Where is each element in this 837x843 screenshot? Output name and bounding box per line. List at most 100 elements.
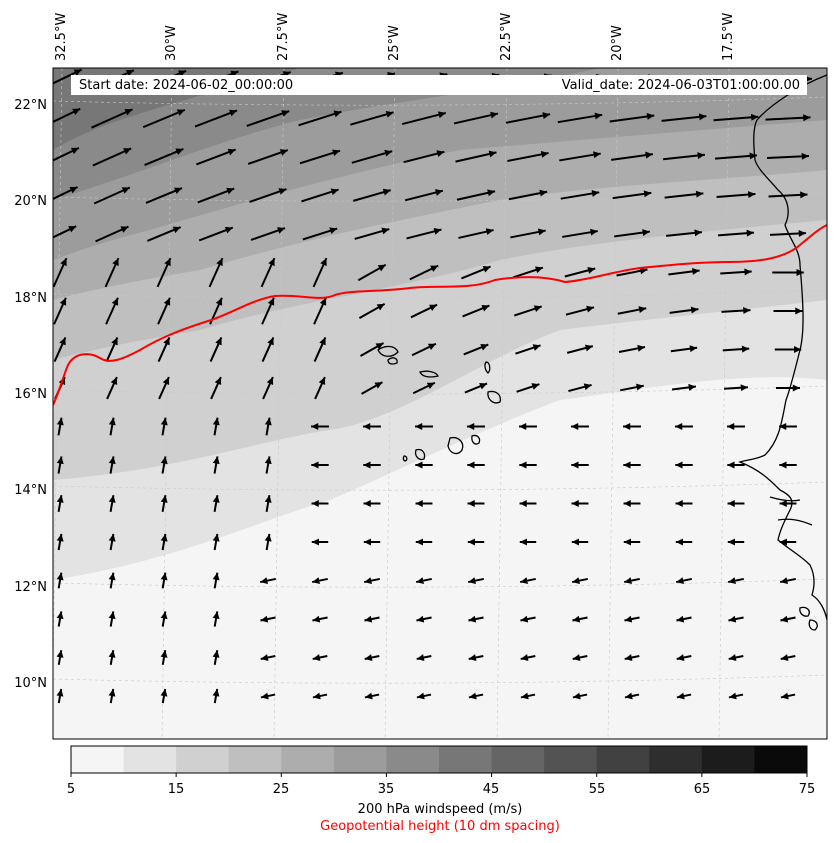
wind-arrow-head — [72, 108, 81, 115]
windspeed-field — [53, 68, 827, 739]
wind-arrow-head — [279, 149, 288, 156]
wind-arrow-shaft — [194, 109, 238, 128]
wind-arrow-head — [624, 577, 632, 585]
wind-arrow-head — [68, 226, 77, 233]
wind-arrow-head — [727, 538, 736, 546]
wind-arrow-head — [780, 615, 789, 623]
lon-label-25: 25°W — [387, 25, 402, 61]
wind-arrow-head — [540, 150, 549, 158]
colorbar-tick: 65 — [693, 782, 711, 797]
wind-arrow-head — [416, 615, 425, 623]
geopotential-label: Geopotential height (10 dm spacing) — [320, 819, 560, 834]
wind-arrow-head — [56, 456, 64, 465]
wind-arrow-head — [479, 382, 488, 390]
colorbar-tick: 15 — [167, 782, 185, 797]
wind-arrow-shaft — [298, 110, 342, 127]
wind-arrow-head — [467, 461, 475, 469]
wind-arrow-head — [639, 267, 648, 275]
wind-arrow-head — [520, 692, 529, 700]
wind-arrow-head — [364, 577, 372, 585]
wind-arrow-head — [676, 577, 684, 585]
wind-arrow-head — [467, 538, 476, 546]
wind-arrow-head — [312, 577, 320, 585]
wind-arrow-head — [56, 688, 64, 697]
wind-arrow-head — [468, 692, 477, 700]
wind-arrow-head — [675, 423, 683, 430]
latitude-gridline — [53, 289, 827, 299]
wind-arrow-head — [675, 538, 684, 546]
wind-arrow-head — [780, 577, 788, 585]
wind-arrow-head — [750, 113, 759, 121]
wind-arrow-head — [583, 383, 592, 391]
wind-arrow-head — [642, 229, 650, 236]
wind-arrow-head — [623, 423, 631, 430]
wind-arrow-head — [160, 688, 168, 697]
wind-arrow-head — [162, 377, 170, 386]
wind-arrow-head — [520, 577, 528, 585]
wind-arrow-head — [437, 111, 446, 119]
colorbar-swatch — [333, 746, 387, 773]
wind-arrow-head — [531, 383, 540, 390]
wind-arrow-head — [727, 423, 735, 430]
wind-arrow-head — [636, 383, 644, 391]
wind-arrow-head — [646, 112, 655, 120]
lat-label-16: 16°N — [14, 387, 47, 402]
wind-arrow-head — [675, 461, 683, 469]
wind-arrow-head — [594, 112, 603, 120]
wind-arrow-head — [385, 110, 394, 118]
colorbar-tick: 35 — [377, 782, 395, 797]
colorbar-swatch — [123, 746, 177, 773]
wind-arrow-head — [749, 152, 757, 160]
colorbar-frame — [70, 745, 808, 774]
wind-arrow-head — [260, 692, 269, 700]
wind-arrow-head — [381, 227, 390, 235]
wind-arrow-head — [638, 306, 647, 314]
lat-label-18: 18°N — [14, 291, 47, 306]
wind-arrow-head — [226, 187, 235, 195]
wind-arrow-head — [332, 149, 341, 157]
wind-arrow-head — [224, 226, 233, 234]
wind-arrow-head — [108, 495, 116, 503]
coastline — [377, 74, 827, 631]
wind-arrow-head — [69, 187, 78, 194]
longitude-gridline — [384, 68, 396, 739]
longitude-gridline — [718, 68, 730, 739]
colorbar-swatch — [701, 746, 755, 773]
wind-arrow-shaft — [401, 111, 447, 126]
wind-arrow-head — [330, 188, 339, 196]
wind-arrow-head — [468, 615, 477, 623]
wind-arrow-head — [108, 611, 116, 620]
wind-arrow-head — [624, 615, 633, 623]
wind-arrow-head — [268, 258, 275, 267]
colorbar-tick: 5 — [66, 782, 76, 797]
wind-arrow-head — [676, 692, 685, 700]
wind-arrow-head — [111, 337, 118, 346]
wind-arrow-head — [587, 266, 596, 274]
wind-arrow-head — [571, 423, 579, 430]
wind-arrow-head — [212, 650, 220, 658]
wind-arrow-head — [318, 377, 326, 386]
wind-arrow-head — [176, 109, 185, 116]
wind-arrow-head — [108, 688, 116, 697]
wind-arrow-head — [229, 109, 238, 117]
wind-arrow-head — [120, 226, 129, 233]
wind-arrow-head — [160, 572, 168, 581]
wind-arrow-shaft — [142, 108, 186, 129]
wind-arrow-head — [519, 538, 528, 546]
wind-arrow-head — [572, 577, 580, 585]
wind-arrow-head — [623, 461, 631, 469]
wind-arrow-head — [537, 228, 546, 236]
wind-arrow-head — [795, 307, 803, 315]
wind-arrow-head — [364, 615, 373, 623]
wind-arrow-head — [645, 151, 653, 159]
wind-arrow-head — [436, 150, 445, 157]
wind-arrow-head — [320, 258, 327, 267]
wind-arrow-head — [801, 152, 809, 160]
wind-arrow-head — [623, 500, 631, 507]
wind-arrow-head — [160, 650, 168, 658]
wind-arrow-shaft — [609, 114, 655, 123]
wind-arrow-head — [214, 377, 222, 386]
wind-arrow-head — [676, 615, 685, 623]
wind-arrow-head — [746, 229, 754, 237]
